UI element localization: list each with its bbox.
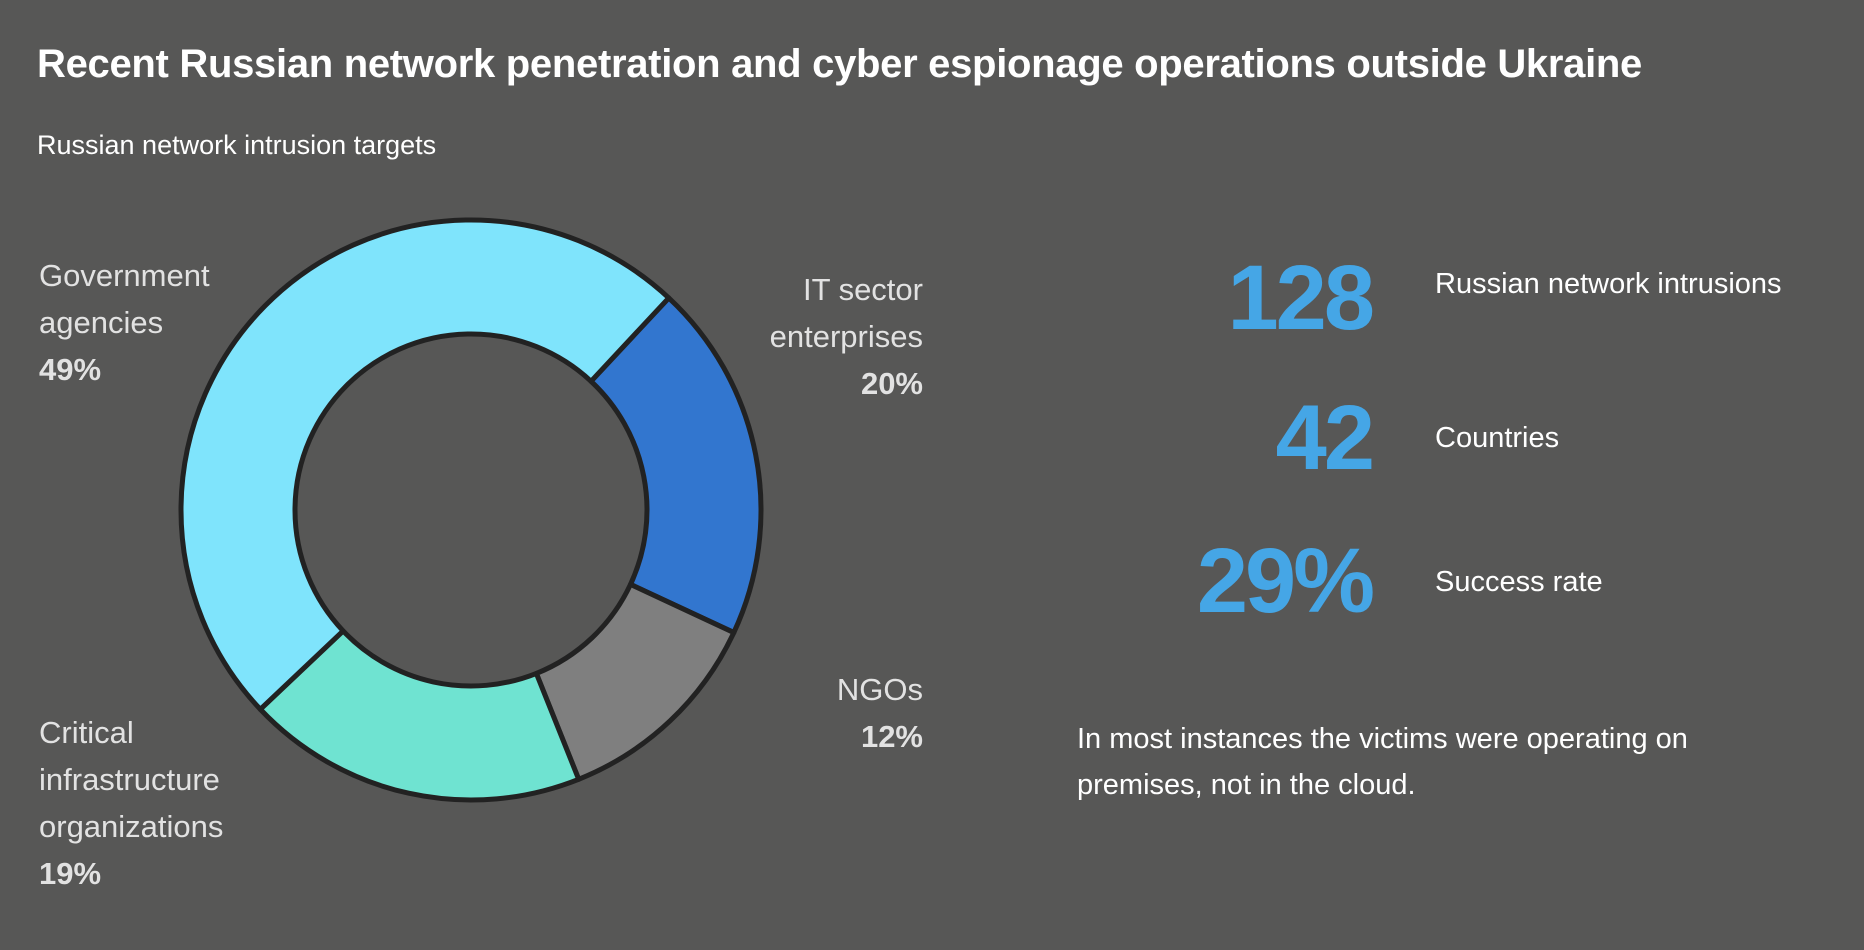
donut-slice-critical-infrastructure-organizations xyxy=(257,628,582,803)
label-line: Government xyxy=(39,258,210,293)
label-percent: 12% xyxy=(860,719,923,754)
label-percent: 19% xyxy=(39,856,102,891)
label-government: Government agencies 49% xyxy=(39,252,210,393)
stat-success-value: 29% xyxy=(1196,530,1375,632)
label-line: agencies xyxy=(39,305,164,340)
label-line: enterprises xyxy=(769,319,923,354)
label-percent: 20% xyxy=(860,366,923,401)
donut-slice-it-sector-enterprises xyxy=(588,295,764,636)
label-percent: 49% xyxy=(39,352,102,387)
label-ngos: NGOs 12% xyxy=(837,666,923,760)
stat-success-label: Success rate xyxy=(1435,566,1603,598)
label-it-sector: IT sector enterprises 20% xyxy=(770,266,923,407)
stat-intrusions-label: Russian network intrusions xyxy=(1435,268,1782,300)
page-title: Recent Russian network penetration and c… xyxy=(37,42,1642,86)
label-line: Critical xyxy=(39,715,134,750)
label-line: organizations xyxy=(39,809,224,844)
label-line: IT sector xyxy=(802,272,923,307)
stat-intrusions-value: 128 xyxy=(1227,247,1376,349)
donut-slice-government-agencies xyxy=(178,217,672,712)
label-line: infrastructure xyxy=(39,762,220,797)
stat-countries-label: Countries xyxy=(1435,422,1560,454)
stat-countries-value: 42 xyxy=(1275,387,1375,489)
label-critical-infrastructure: Critical infrastructure organizations 19… xyxy=(39,709,223,897)
chart-subtitle: Russian network intrusion targets xyxy=(37,130,437,160)
label-line: NGOs xyxy=(836,672,923,707)
footnote: In most instances the victims were opera… xyxy=(1077,723,1688,801)
